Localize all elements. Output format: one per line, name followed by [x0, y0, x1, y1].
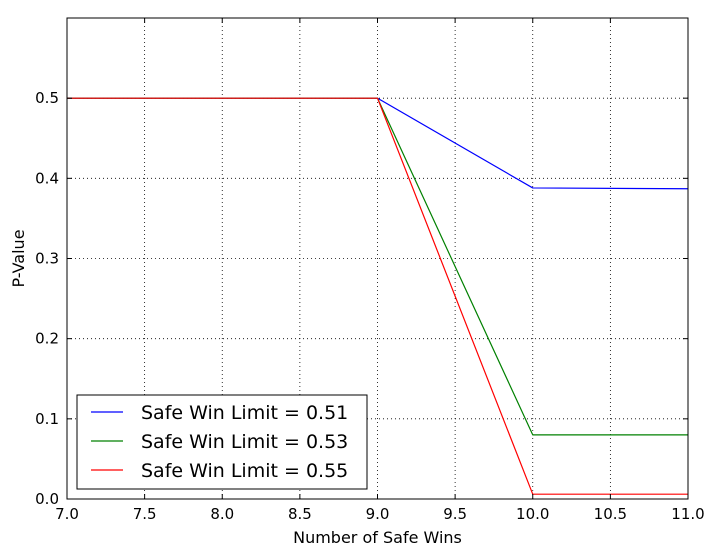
y-tick-label: 0.2 — [35, 330, 59, 348]
y-tick-label: 0.1 — [35, 410, 59, 428]
legend-box — [76, 394, 368, 490]
x-tick-label: 8.5 — [288, 505, 312, 523]
x-tick-label: 8.0 — [210, 505, 234, 523]
legend-label-series-2: Safe Win Limit = 0.55 — [141, 460, 348, 482]
y-tick-label: 0.0 — [35, 490, 59, 508]
x-tick-label: 10.5 — [594, 505, 627, 523]
legend: Safe Win Limit = 0.51 Safe Win Limit = 0… — [76, 394, 368, 490]
y-tick-label: 0.4 — [35, 169, 59, 187]
series-line-2 — [67, 97, 688, 495]
x-axis-label: Number of Safe Wins — [293, 528, 462, 547]
x-tick-label: 7.0 — [55, 505, 79, 523]
x-tick-label: 9.0 — [366, 505, 390, 523]
y-tick-label: 0.3 — [35, 250, 59, 268]
y-tick-label: 0.5 — [35, 89, 59, 107]
series-line-0 — [67, 97, 689, 190]
x-tick-label: 11.0 — [671, 505, 704, 523]
legend-label-series-0: Safe Win Limit = 0.51 — [141, 402, 348, 424]
x-tick-label: 10.0 — [516, 505, 549, 523]
legend-label-series-1: Safe Win Limit = 0.53 — [141, 431, 348, 453]
y-axis-label: P-Value — [9, 229, 28, 287]
x-tick-label: 9.5 — [443, 505, 467, 523]
x-tick-label: 7.5 — [133, 505, 157, 523]
series-lines — [67, 97, 689, 495]
axis-ticks — [66, 18, 689, 500]
tick-labels: 7.0 7.5 8.0 8.5 9.0 9.5 10.0 10.5 11.0 0.0 0.1 0.2 0… — [35, 89, 705, 523]
